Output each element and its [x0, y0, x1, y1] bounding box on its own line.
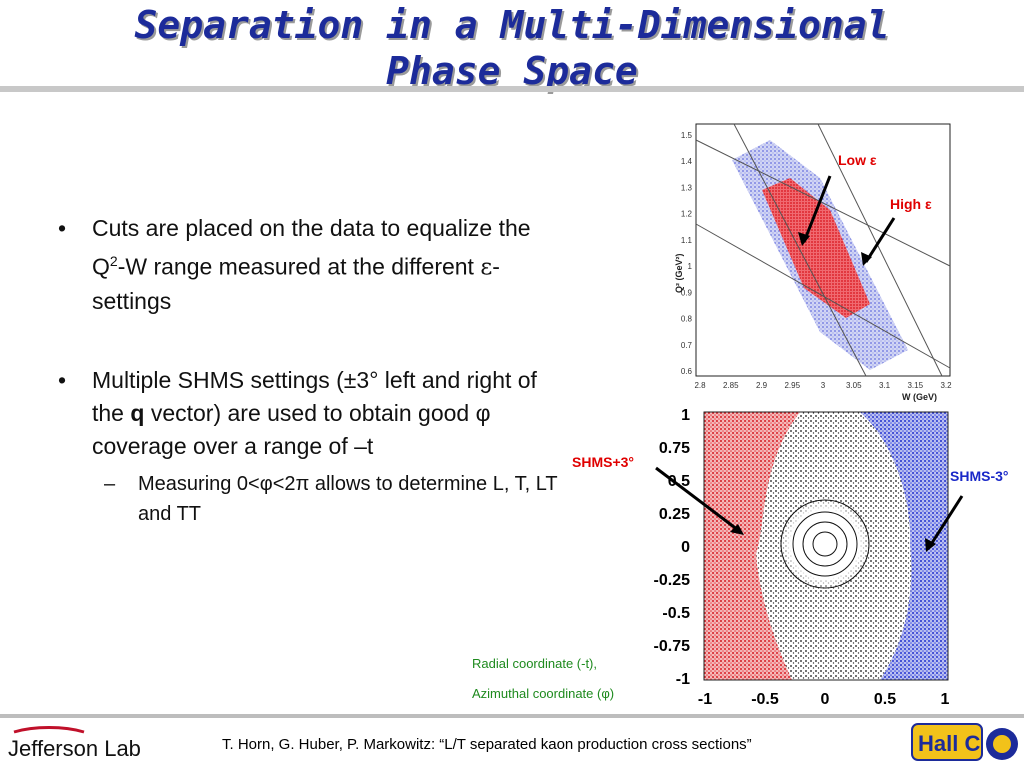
phi-y-tick-label: 0.5	[668, 473, 690, 490]
phi-y-tick-label: -1	[676, 671, 690, 688]
phi-x-tick-label: -0.5	[751, 691, 779, 708]
low-epsilon-region	[762, 178, 870, 318]
phi-x-tick-label: 0	[821, 691, 830, 708]
w-tick-label: 2.8	[694, 381, 706, 390]
bullet-list: • Cuts are placed on the data to equaliz…	[58, 212, 558, 529]
w-tick-label: 3.1	[879, 381, 891, 390]
shms-minus-label: SHMS-3°	[950, 468, 1009, 484]
q2-tick-label: 0.9	[681, 288, 693, 297]
high-epsilon-label: High ε	[890, 196, 932, 212]
phi-y-tick-label: 0.25	[659, 506, 690, 523]
slide-title-line1: Separation in a Multi-Dimensional	[134, 3, 890, 47]
q2-tick-label: 1.3	[681, 183, 693, 192]
q2-tick-label: 0.6	[681, 367, 693, 376]
footer-divider	[0, 714, 1024, 718]
phi-y-tick-label: 0	[681, 539, 690, 556]
footer-citation: T. Horn, G. Huber, P. Markowitz: “L/T se…	[222, 736, 752, 753]
phi-y-tick-label: -0.25	[654, 572, 691, 589]
w-axis-label: W (GeV)	[902, 392, 937, 402]
q2-tick-label: 1.1	[681, 236, 693, 245]
phi-y-tick-label: 1	[681, 407, 690, 424]
phi-t-plot: 1 0.75 0.5 0.25 0 -0.25 -0.5 -0.75 -1 -1 -0.5 0 0.5…	[560, 404, 1024, 714]
svg-text:Jefferson Lab: Jefferson Lab	[8, 736, 141, 761]
q2-tick-label: 1	[688, 262, 693, 271]
w-tick-label: 3.05	[846, 381, 862, 390]
bullet-shms: • Multiple SHMS settings (±3° left and r…	[58, 366, 537, 459]
q2-axis-label: Q² (GeV²)	[674, 253, 684, 293]
q2-tick-label: 1.4	[681, 157, 693, 166]
hall-c-logo: Hall C	[910, 718, 1022, 768]
slide-title: Separation in a Multi-Dimensional Phase …	[0, 2, 1024, 94]
w-tick-label: 3.2	[940, 381, 952, 390]
phi-y-tick-label: 0.75	[659, 440, 690, 457]
bullet-cuts: • Cuts are placed on the data to equaliz…	[58, 215, 531, 314]
jefferson-lab-logo: Jefferson Lab	[4, 726, 174, 766]
phi-y-tick-label: -0.75	[654, 638, 691, 655]
w-tick-label: 3.15	[907, 381, 923, 390]
q2-w-plot: 1.5 1.4 1.3 1.2 1.1 1 0.9 0.8 0.7 0.6 2.8 2.85 2.9 2…	[670, 118, 960, 408]
w-tick-label: 2.85	[723, 381, 739, 390]
w-tick-label: 2.9	[756, 381, 768, 390]
q2-tick-label: 1.2	[681, 210, 693, 219]
svg-text:Hall C: Hall C	[918, 731, 980, 756]
shms-plus-label: SHMS+3°	[572, 454, 635, 470]
azimuthal-caption: Azimuthal coordinate (φ)	[472, 686, 615, 701]
w-tick-label: 3	[821, 381, 826, 390]
phi-x-tick-label: 0.5	[874, 691, 896, 708]
low-epsilon-label: Low ε	[838, 152, 877, 168]
phi-y-tick-label: -0.5	[662, 605, 690, 622]
q2-tick-label: 0.8	[681, 315, 693, 324]
sub-bullet-phi: – Measuring 0<φ<2π allows to determine L…	[104, 472, 558, 525]
q2-tick-label: 0.7	[681, 341, 693, 350]
title-divider	[0, 86, 1024, 92]
shms-minus-region	[860, 412, 948, 680]
w-tick-label: 2.95	[784, 381, 800, 390]
q2-tick-label: 1.5	[681, 131, 693, 140]
phi-x-tick-label: 1	[941, 691, 950, 708]
phi-x-tick-label: -1	[698, 691, 712, 708]
radial-caption: Radial coordinate (-t),	[472, 656, 597, 671]
slide-title-line2: Phase Space	[386, 49, 638, 93]
shms-plus-region	[704, 412, 800, 680]
